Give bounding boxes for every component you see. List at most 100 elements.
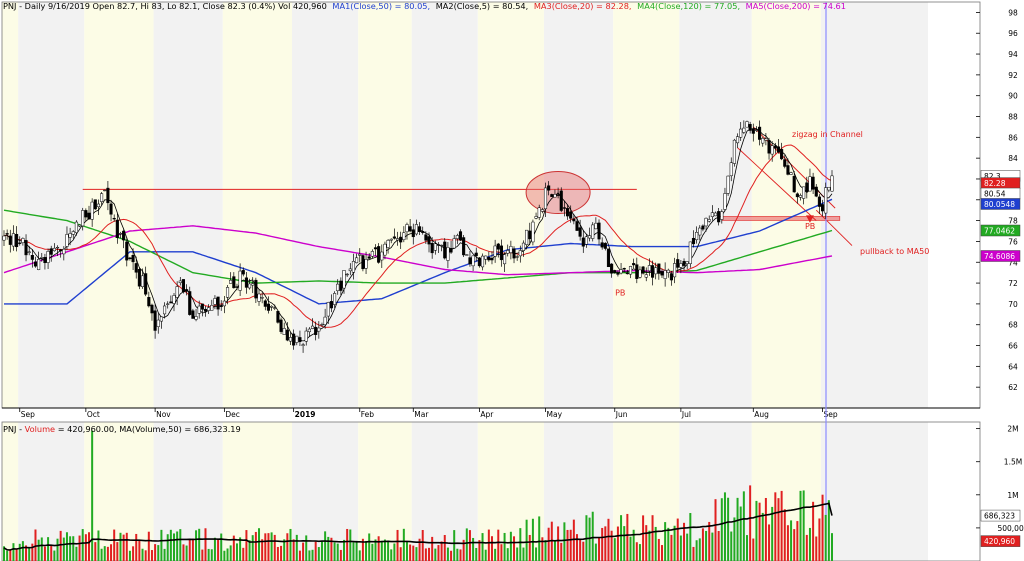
volume-bar	[91, 430, 94, 561]
volume-bar	[135, 533, 138, 561]
volume-bar	[484, 549, 487, 561]
volume-bar	[132, 546, 135, 561]
candle-body	[153, 310, 157, 331]
volume-bar	[34, 529, 37, 561]
candle-body	[2, 235, 6, 241]
volume-bar	[116, 542, 119, 561]
candle-body	[339, 280, 343, 291]
volume-bar	[490, 536, 493, 561]
volume-bar	[308, 550, 311, 561]
candle-body	[229, 280, 233, 284]
candle-body	[78, 224, 82, 227]
volume-bar	[651, 515, 654, 561]
volume-bar	[701, 528, 704, 561]
volume-ma-tag-box	[980, 509, 1021, 522]
volume-bar	[742, 491, 745, 561]
candle-body	[260, 297, 264, 299]
volume-bar	[333, 542, 336, 561]
candle-body	[74, 221, 78, 233]
volume-bar	[808, 527, 811, 561]
candle-body	[81, 210, 85, 227]
candle-body	[764, 138, 768, 141]
volume-bar	[799, 490, 802, 561]
candle-body	[808, 176, 812, 192]
volume-bar	[805, 534, 808, 561]
candle-body	[622, 268, 626, 270]
candle-body	[732, 139, 736, 164]
candle-body	[572, 218, 576, 222]
y-tick-label: 96	[1008, 29, 1018, 38]
candle-body	[443, 241, 447, 259]
volume-bar	[415, 547, 418, 561]
candle-body	[477, 257, 481, 267]
candle-body	[345, 273, 349, 276]
y-tick-label: 90	[1008, 92, 1018, 101]
volume-bar	[59, 530, 62, 561]
candle-body	[814, 186, 818, 197]
volume-bar	[223, 550, 226, 561]
volume-bar	[421, 530, 424, 561]
volume-bar	[270, 532, 273, 561]
volume-bar	[229, 545, 232, 561]
volume-bar	[352, 542, 355, 561]
volume-bar	[179, 529, 182, 561]
month-band	[153, 2, 223, 408]
candle-body	[147, 297, 151, 307]
candle-body	[666, 269, 670, 273]
candle-body	[562, 207, 566, 209]
candle-body	[758, 126, 762, 140]
moving-average-lines	[3, 128, 833, 342]
volume-bar	[113, 529, 116, 561]
candle-body	[550, 194, 554, 197]
candle-body	[824, 187, 828, 214]
candle-body	[597, 222, 601, 240]
volume-y-tick-label: 1.5M	[1004, 458, 1022, 467]
volume-bar	[220, 533, 223, 561]
candle-body	[569, 211, 573, 219]
volume-bar	[481, 533, 484, 561]
y-tick-label: 68	[1008, 321, 1018, 330]
volume-bar	[698, 538, 701, 561]
volume-bar	[575, 534, 578, 561]
month-band	[679, 2, 752, 408]
candle-body	[100, 193, 104, 202]
candle-body	[118, 233, 123, 235]
volume-bar	[736, 497, 739, 561]
month-band	[18, 422, 85, 561]
volume-bar	[65, 532, 68, 561]
candle-body	[613, 270, 617, 274]
candle-body	[355, 257, 359, 264]
candle-body	[115, 219, 119, 238]
volume-bar	[12, 543, 15, 561]
candle-body	[449, 248, 453, 253]
volume-bar	[286, 533, 289, 561]
candle-body	[468, 257, 472, 265]
volume-bar	[440, 541, 443, 561]
volume-bar	[264, 533, 267, 561]
volume-bar	[513, 536, 516, 561]
candle-body	[367, 256, 371, 259]
candlesticks	[2, 120, 834, 353]
candle-body	[59, 249, 63, 252]
candle-body	[263, 300, 267, 307]
volume-bar	[182, 544, 185, 561]
volume-bar	[610, 530, 613, 561]
volume-bar	[686, 533, 689, 561]
candle-body	[219, 305, 223, 307]
candle-body	[424, 234, 428, 241]
candle-body	[654, 267, 658, 275]
last-value-tag-5: 77.0462	[984, 227, 1015, 236]
candle-body	[373, 247, 378, 250]
volume-bar	[566, 529, 569, 561]
candle-body	[786, 165, 790, 175]
candle-body	[169, 301, 173, 304]
candle-body	[455, 235, 459, 239]
candle-body	[399, 236, 403, 243]
volume-bar	[453, 530, 456, 561]
volume-bar	[616, 526, 619, 561]
volume-bar	[579, 538, 582, 561]
candle-body	[90, 201, 94, 220]
candle-body	[751, 128, 755, 134]
last-value-tag-2: 82.28	[984, 179, 1006, 188]
candle-body	[767, 140, 771, 154]
